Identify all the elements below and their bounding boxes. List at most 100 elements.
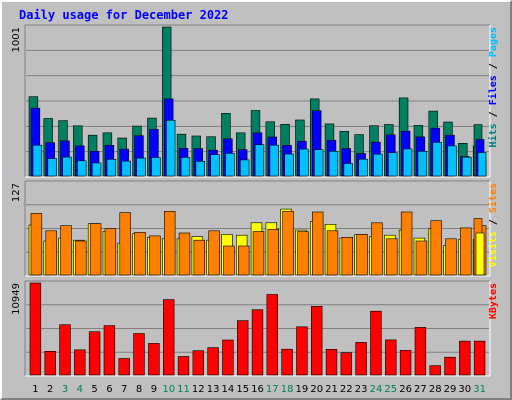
bar-pages-day-19 <box>299 148 309 177</box>
bar-pages-day-4 <box>77 160 87 177</box>
legend-entry: Files <box>487 75 499 105</box>
bar-kbytes-day-20 <box>310 305 323 376</box>
bar-sites-day-27 <box>415 240 428 276</box>
legend-entry: Hits <box>487 123 499 147</box>
bar-pages-day-8 <box>136 157 146 177</box>
bar-sites-day-17 <box>267 229 279 276</box>
bar-pages-day-14 <box>225 153 235 177</box>
bar-pages-day-18 <box>284 153 294 177</box>
bar-sites-day-22 <box>341 237 353 276</box>
bar-sites-day-1 <box>30 213 43 276</box>
bar-sites-day-6 <box>104 228 117 276</box>
bar-pages-day-15 <box>240 159 250 177</box>
day-label-21: 21 <box>325 384 338 395</box>
day-label-30: 30 <box>458 384 471 395</box>
day-label-15: 15 <box>236 384 249 395</box>
bar-kbytes-day-19 <box>296 326 308 376</box>
bar-kbytes-day-29 <box>444 356 456 376</box>
bar-sites-day-11 <box>178 232 191 276</box>
bar-pages-day-1 <box>32 144 43 177</box>
bar-kbytes-day-4 <box>74 349 86 376</box>
day-label-22: 22 <box>340 384 353 395</box>
day-label-25: 25 <box>384 384 397 395</box>
bar-kbytes-day-2 <box>44 350 56 376</box>
bar-sites-day-9 <box>149 235 161 276</box>
bar-kbytes-day-30 <box>459 340 471 376</box>
bar-kbytes-day-26 <box>399 350 412 376</box>
legend-entry: KBytes <box>488 283 499 319</box>
bar-pages-day-29 <box>447 145 457 177</box>
bar-sites-day-14 <box>223 245 235 276</box>
bar-pages-day-13 <box>210 154 220 177</box>
day-label-17: 17 <box>266 384 279 395</box>
bar-kbytes-day-23 <box>355 342 367 376</box>
bar-kbytes-day-16 <box>251 309 264 376</box>
bar-kbytes-day-21 <box>325 348 338 376</box>
day-label-14: 14 <box>222 384 235 395</box>
day-label-11: 11 <box>177 384 190 395</box>
legend-entry: Pages <box>488 27 499 57</box>
legend-entry: Sites <box>487 183 499 213</box>
day-label-12: 12 <box>192 384 205 395</box>
sites-visits-max-label: 127 <box>11 183 22 202</box>
bar-sites-day-7 <box>119 212 131 276</box>
day-label-5: 5 <box>91 384 97 395</box>
bar-sites-day-5 <box>89 223 102 276</box>
bar-kbytes-day-24 <box>370 310 382 376</box>
bar-kbytes-day-25 <box>385 339 397 376</box>
bar-kbytes-day-28 <box>429 365 441 376</box>
legend-entry: / <box>488 57 499 75</box>
day-label-24: 24 <box>370 384 383 395</box>
day-label-18: 18 <box>281 384 294 395</box>
bar-kbytes-day-3 <box>59 324 71 376</box>
bar-pages-day-5 <box>91 162 102 177</box>
bar-pages-day-23 <box>358 158 368 177</box>
bar-sites-day-2 <box>45 230 57 276</box>
bar-pages-day-7 <box>121 160 131 177</box>
bar-sites-day-18 <box>282 211 294 276</box>
bar-pages-day-17 <box>269 144 279 177</box>
bar-kbytes-day-11 <box>177 356 190 376</box>
bar-kbytes-day-8 <box>133 333 145 376</box>
day-label-6: 6 <box>106 384 112 395</box>
bar-kbytes-day-14 <box>222 339 234 376</box>
bar-kbytes-day-27 <box>414 327 427 376</box>
kbytes-max-label: 10949 <box>11 283 22 315</box>
kbytes-legend: KBytes <box>488 283 499 319</box>
day-label-23: 23 <box>355 384 368 395</box>
bar-pages-summary <box>477 152 487 177</box>
bar-kbytes-day-31 <box>473 340 486 376</box>
bar-kbytes-day-6 <box>103 325 116 376</box>
day-label-10: 10 <box>162 384 175 395</box>
day-label-8: 8 <box>136 384 142 395</box>
day-label-2: 2 <box>47 384 53 395</box>
bar-sites-day-23 <box>356 234 368 276</box>
day-label-9: 9 <box>151 384 157 395</box>
bar-kbytes-day-10 <box>163 299 175 376</box>
bar-kbytes-day-12 <box>192 350 204 376</box>
day-label-27: 27 <box>414 384 427 395</box>
bar-sites-day-8 <box>134 232 146 276</box>
day-label-4: 4 <box>77 384 83 395</box>
sites-visits-legend: Visits / Sites <box>487 183 499 267</box>
bar-kbytes-day-1 <box>29 282 42 376</box>
bar-pages-day-26 <box>402 148 413 177</box>
bar-pages-day-21 <box>328 151 339 177</box>
chart-title: Daily usage for December 2022 <box>19 8 229 22</box>
day-label-16: 16 <box>251 384 264 395</box>
hits-files-pages-max-label: 1001 <box>11 27 22 52</box>
day-label-28: 28 <box>429 384 442 395</box>
bar-kbytes-day-7 <box>118 358 130 376</box>
day-label-19: 19 <box>296 384 309 395</box>
bar-sites-day-29 <box>445 238 457 276</box>
bar-sites-day-16 <box>252 231 265 276</box>
bar-pages-day-22 <box>343 163 353 177</box>
day-label-26: 26 <box>399 384 412 395</box>
bar-sites-day-13 <box>208 230 220 276</box>
day-label-7: 7 <box>121 384 127 395</box>
bar-sites-day-25 <box>386 238 398 276</box>
bar-pages-day-9 <box>151 157 161 177</box>
bar-pages-day-2 <box>47 158 57 177</box>
bar-sites-day-3 <box>60 225 72 276</box>
